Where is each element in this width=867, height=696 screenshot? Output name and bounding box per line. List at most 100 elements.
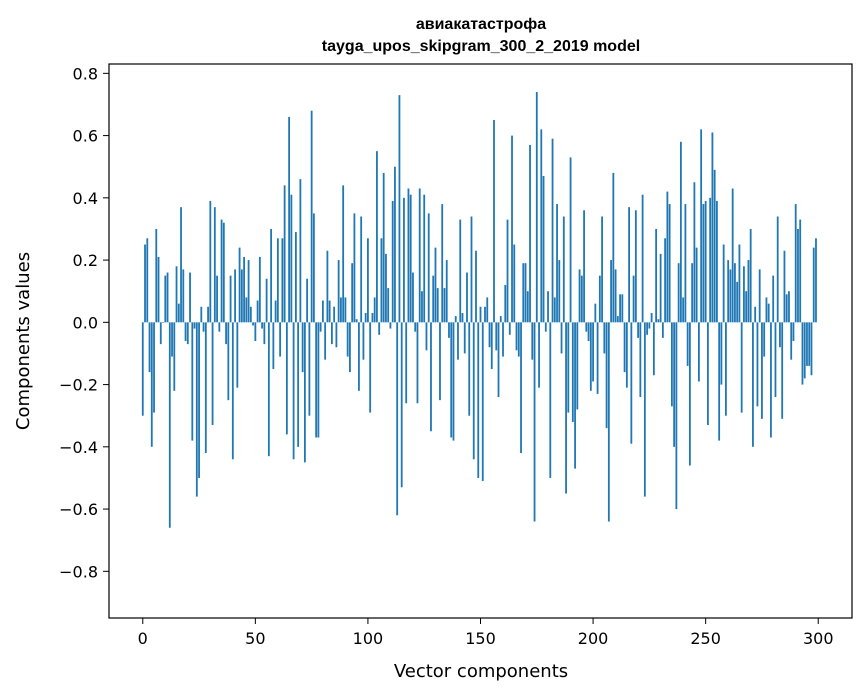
bar xyxy=(450,322,453,438)
bar xyxy=(605,322,608,429)
bar xyxy=(806,322,808,366)
bar xyxy=(702,204,705,323)
bar xyxy=(412,272,414,323)
bar xyxy=(443,288,446,323)
bar xyxy=(740,322,743,413)
bar xyxy=(193,322,196,329)
bar xyxy=(558,260,561,323)
x-tick-label: 100 xyxy=(353,629,384,648)
bar xyxy=(184,322,187,341)
x-tick-label: 50 xyxy=(245,629,265,648)
bar xyxy=(517,322,520,357)
bar xyxy=(434,247,437,323)
bar xyxy=(562,216,565,323)
bar xyxy=(607,322,610,522)
bar xyxy=(141,322,144,416)
bar xyxy=(639,322,642,398)
bar xyxy=(808,322,811,366)
chart-title-line1: авиакатастрофа xyxy=(416,16,546,33)
bar xyxy=(571,322,574,422)
bar xyxy=(229,275,232,323)
bar xyxy=(538,322,540,388)
bar xyxy=(200,306,203,323)
bar xyxy=(594,303,597,323)
bar xyxy=(747,260,750,323)
x-tick-label: 150 xyxy=(465,629,496,648)
bar xyxy=(704,200,707,323)
bar xyxy=(249,306,252,323)
bar xyxy=(628,207,630,323)
bar xyxy=(664,238,667,323)
bar xyxy=(592,322,594,382)
bar xyxy=(430,322,432,432)
bar xyxy=(202,322,205,332)
bar xyxy=(716,200,718,323)
bar xyxy=(146,238,149,323)
bar xyxy=(668,204,671,323)
bar xyxy=(355,319,358,323)
bar xyxy=(794,204,797,323)
bar xyxy=(405,322,408,404)
bar xyxy=(502,322,504,357)
bar xyxy=(754,306,757,323)
bar xyxy=(734,263,736,323)
x-tick-label: 200 xyxy=(578,629,609,648)
bar xyxy=(416,322,419,404)
bar xyxy=(148,322,151,373)
bar xyxy=(378,322,381,335)
y-tick-label: 0.8 xyxy=(73,64,98,83)
bar xyxy=(783,250,786,323)
bar xyxy=(718,322,721,441)
bar xyxy=(497,322,500,398)
bar xyxy=(686,322,689,366)
bar xyxy=(673,322,676,447)
bar xyxy=(765,297,768,323)
bar xyxy=(225,322,227,345)
bar xyxy=(585,322,588,332)
bar xyxy=(477,322,480,478)
bar xyxy=(380,238,383,323)
bar xyxy=(499,316,502,323)
bar xyxy=(758,269,761,323)
bar xyxy=(301,322,304,373)
bar xyxy=(508,322,511,335)
bar xyxy=(418,188,421,323)
bar xyxy=(475,250,477,323)
bar xyxy=(389,322,392,329)
bar xyxy=(276,238,279,323)
bar xyxy=(625,322,628,388)
bar xyxy=(540,129,543,323)
bar xyxy=(191,322,194,441)
bar xyxy=(299,179,302,323)
bar xyxy=(306,278,309,323)
bar xyxy=(650,312,653,323)
bar xyxy=(612,172,615,323)
bar xyxy=(263,322,266,345)
bar xyxy=(213,207,216,323)
bar xyxy=(315,322,318,438)
bar xyxy=(720,322,723,385)
y-tick-label: −0.8 xyxy=(59,562,98,581)
bar xyxy=(693,182,696,323)
bar xyxy=(659,253,662,323)
y-tick-label: −0.6 xyxy=(59,500,98,519)
bar xyxy=(560,322,563,354)
bar xyxy=(231,322,234,460)
bar xyxy=(150,322,153,447)
bar xyxy=(353,213,356,323)
bar xyxy=(312,213,315,323)
bar xyxy=(247,260,250,323)
x-axis-label: Vector components xyxy=(394,661,568,682)
bar xyxy=(529,144,531,323)
bar xyxy=(772,275,775,323)
bar xyxy=(603,322,606,354)
bar xyxy=(204,322,207,454)
bar xyxy=(670,322,673,407)
bar xyxy=(155,228,158,323)
bar xyxy=(400,322,403,488)
bar xyxy=(774,322,777,398)
bar xyxy=(427,213,430,323)
bar xyxy=(707,322,709,426)
bar xyxy=(209,200,212,323)
bar xyxy=(657,319,660,323)
